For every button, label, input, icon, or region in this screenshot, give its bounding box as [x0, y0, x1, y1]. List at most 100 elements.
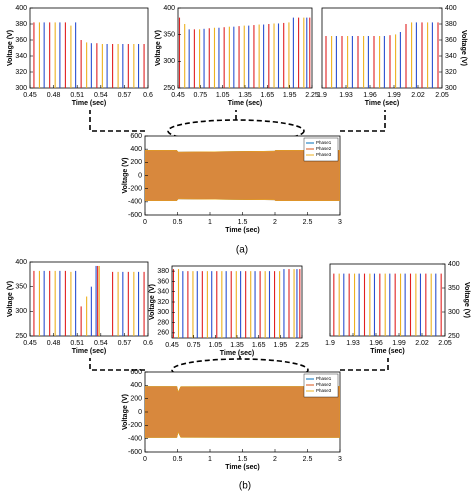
x-tick-label: 1.05	[209, 342, 223, 349]
x-tick-label: 1.93	[346, 340, 360, 347]
x-tick-label: 3	[338, 219, 342, 226]
chart: 300 320 340 360 380 400 0.45 0.48 0.51 0.54 0.57 0.…	[7, 5, 153, 107]
y-tick-label: 350	[15, 284, 27, 291]
voltage-band	[145, 150, 340, 201]
x-axis-label: Time (sec)	[72, 100, 107, 107]
x-tick-label: 1.95	[274, 342, 288, 349]
y-tick-label: 250	[163, 85, 175, 92]
marks	[33, 22, 145, 88]
y-axis-label: Voltage (V)	[460, 30, 467, 66]
marks	[172, 269, 301, 338]
x-tick-label: 1.35	[230, 342, 244, 349]
y-tick-label: 360	[445, 37, 457, 44]
plot-area	[171, 265, 303, 339]
plot-area	[177, 7, 313, 89]
x-axis-label: Time (sec)	[72, 348, 107, 355]
y-tick-label: -400	[128, 436, 142, 443]
y-tick-label: 600	[130, 369, 142, 376]
marks	[178, 17, 311, 88]
x-axis-label: Time (sec)	[370, 348, 405, 355]
plot-area	[321, 7, 443, 89]
y-axis-label: Voltage (V)	[463, 282, 470, 318]
y-tick-label: 280	[157, 319, 169, 326]
y-tick-label: 380	[157, 268, 169, 275]
y-tick-label: 400	[130, 382, 142, 389]
y-tick-label: 320	[445, 69, 457, 76]
x-tick-label: 0.6	[143, 340, 153, 347]
x-tick-label: 1.99	[387, 92, 401, 99]
callouts	[89, 110, 389, 382]
y-tick-label: 300	[445, 85, 457, 92]
legend-label: Phase1	[316, 376, 332, 381]
y-axis-label: Voltage (V)	[7, 281, 14, 317]
x-tick-label: 0	[143, 456, 147, 463]
x-tick-label: 0.6	[143, 92, 153, 99]
y-axis-label: Voltage (V)	[122, 394, 129, 430]
x-tick-label: 2.05	[435, 92, 449, 99]
y-tick-label: 380	[15, 21, 27, 28]
y-tick-label: 200	[130, 159, 142, 166]
x-tick-label: 1.35	[238, 92, 252, 99]
x-tick-label: 1.9	[317, 92, 327, 99]
y-axis-label: Voltage (V)	[122, 157, 129, 193]
y-tick-label: 600	[130, 133, 142, 140]
marks	[145, 386, 340, 438]
y-tick-label: 250	[15, 333, 27, 340]
y-tick-label: 360	[157, 278, 169, 285]
legend-label: Phase3	[316, 388, 332, 393]
x-tick-label: 0.75	[194, 92, 208, 99]
x-tick-label: 1.5	[238, 456, 248, 463]
x-tick-label: 0.48	[47, 340, 61, 347]
legend-label: Phase3	[316, 152, 332, 157]
x-tick-label: 0.54	[94, 92, 108, 99]
x-tick-label: 1.96	[363, 92, 377, 99]
chart: 260 280 300 320 340 360 380 0.45 0.75 1.05 1.35 1.6…	[149, 265, 309, 357]
x-axis-label: Time (sec)	[220, 350, 255, 357]
chart: 250 300 350 400 0.45 0.75 1.05 1.35 1.65 1.95 2.25…	[155, 5, 319, 107]
zoom-arrow	[89, 358, 145, 371]
marks	[33, 265, 145, 336]
x-tick-label: 0.75	[187, 342, 201, 349]
x-tick-label: 0.54	[94, 340, 108, 347]
x-tick-label: 1.93	[339, 92, 353, 99]
x-tick-label: 2.05	[438, 340, 452, 347]
legend-label: Phase2	[316, 146, 332, 151]
y-tick-label: 300	[157, 309, 169, 316]
y-tick-label: 250	[448, 333, 460, 340]
y-tick-label: 400	[15, 259, 27, 266]
x-tick-label: 1.95	[283, 92, 297, 99]
y-tick-label: 360	[15, 37, 27, 44]
y-tick-label: 300	[15, 308, 27, 315]
x-tick-label: 2.25	[305, 92, 319, 99]
chart: -600 -400 -200 0 200 400 600 0 0.5 1 1.5 2 2.5 3 Time …	[122, 133, 342, 234]
legend-label: Phase2	[316, 382, 332, 387]
x-tick-label: 0.45	[165, 342, 179, 349]
x-tick-label: 1.99	[392, 340, 406, 347]
x-tick-label: 0.5	[173, 219, 183, 226]
x-tick-label: 0.45	[23, 92, 37, 99]
x-axis-label: Time (sec)	[228, 100, 263, 107]
y-tick-label: -200	[128, 422, 142, 429]
y-tick-label: 340	[157, 289, 169, 296]
plot-area	[329, 263, 446, 337]
x-tick-label: 2.5	[303, 219, 313, 226]
y-tick-label: 400	[130, 146, 142, 153]
y-tick-label: 260	[157, 330, 169, 337]
x-tick-label: 2.02	[411, 92, 425, 99]
chart: 250 300 350 400 1.9 1.93 1.96 1.99 2.02 2.05 Time …	[325, 261, 470, 355]
x-tick-label: 0.51	[70, 92, 84, 99]
x-tick-label: 1.9	[325, 340, 335, 347]
x-axis-label: Time (sec)	[225, 464, 260, 471]
y-axis-label: Voltage (V)	[7, 30, 14, 66]
y-tick-label: 0	[138, 172, 142, 179]
zoom-arrow	[340, 110, 386, 132]
x-tick-label: 0	[143, 219, 147, 226]
x-axis-label: Time (sec)	[225, 227, 260, 234]
legend-label: Phase1	[316, 140, 332, 145]
voltage-band	[145, 386, 340, 438]
y-tick-label: 0	[138, 409, 142, 416]
y-tick-label: 380	[445, 21, 457, 28]
chart: 250 300 350 400 0.45 0.48 0.51 0.54 0.57 0.6 Time …	[7, 259, 153, 355]
y-tick-label: -200	[128, 186, 142, 193]
